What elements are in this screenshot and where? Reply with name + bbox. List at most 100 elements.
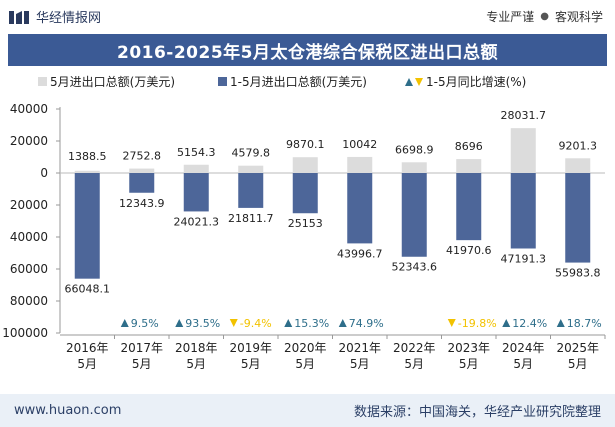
- bar-month: [401, 162, 427, 173]
- bar-cumulative: [401, 173, 427, 257]
- x-tick-label: 2020年: [284, 341, 327, 355]
- value-label-growth: 74.9%: [349, 317, 384, 330]
- y-tick-label: 20000: [10, 134, 48, 148]
- value-label-month: 1388.5: [68, 150, 107, 163]
- value-label-cumulative: 66048.1: [65, 283, 111, 296]
- tagline: 专业严谨 ● 客观科学: [486, 8, 603, 25]
- bar-cumulative: [456, 173, 482, 241]
- footer-source: 数据来源：中国海关，华经产业研究院整理: [353, 405, 601, 420]
- x-tick-label: 2024年: [502, 341, 545, 355]
- bar-logo-icon: [9, 10, 29, 24]
- value-label-growth: -9.4%: [240, 317, 272, 330]
- x-tick-label: 5月: [404, 357, 424, 371]
- growth-up-icon: [120, 319, 129, 327]
- bar-cumulative: [74, 173, 100, 279]
- bar-cumulative: [183, 173, 209, 212]
- x-tick-label: 5月: [350, 357, 370, 371]
- tag-left: 专业严谨: [486, 10, 535, 24]
- bar-month: [347, 156, 373, 173]
- growth-up-icon: [284, 319, 293, 327]
- legend-label-cumulative: 1-5月进出口总额(万美元): [230, 75, 367, 89]
- value-label-month: 8696: [455, 140, 483, 153]
- x-tick-label: 5月: [241, 357, 261, 371]
- y-tick-label: 20000: [10, 198, 48, 212]
- value-label-month: 28031.7: [501, 109, 547, 122]
- brand: 华经情报网: [8, 7, 101, 26]
- bar-month: [292, 157, 318, 173]
- bar-month: [456, 159, 482, 173]
- value-label-month: 9870.1: [286, 138, 325, 151]
- x-tick-label: 2022年: [393, 341, 436, 355]
- value-label-growth: -19.8%: [458, 317, 497, 330]
- brand-name: 华经情报网: [36, 11, 102, 26]
- growth-up-icon: [338, 319, 347, 327]
- legend-label-growth: 1-5月同比增速(%): [426, 75, 526, 89]
- value-label-cumulative: 43996.7: [337, 247, 383, 260]
- bar-cumulative: [347, 173, 373, 244]
- x-tick-label: 5月: [295, 357, 315, 371]
- x-tick-label: 5月: [77, 357, 97, 371]
- legend-swatch-month: [38, 77, 47, 86]
- growth-up-icon: [502, 319, 511, 327]
- x-tick-label: 2017年: [120, 341, 163, 355]
- bar-cumulative: [129, 173, 155, 193]
- x-tick-label: 5月: [513, 357, 533, 371]
- bar-month: [565, 158, 591, 173]
- value-label-cumulative: 24021.3: [174, 215, 220, 228]
- value-label-cumulative: 52343.6: [392, 261, 438, 274]
- value-label-cumulative: 12343.9: [119, 197, 165, 210]
- bar-cumulative: [510, 173, 536, 249]
- value-label-growth: 18.7%: [567, 317, 602, 330]
- y-tick-label: 100000: [2, 326, 48, 340]
- y-tick-label: 0: [40, 166, 48, 180]
- y-tick-label: 40000: [10, 102, 48, 116]
- legend-label-month: 5月进出口总额(万美元): [50, 75, 175, 89]
- value-label-month: 5154.3: [177, 146, 216, 159]
- tag-right: 客观科学: [554, 10, 603, 24]
- growth-up-icon: [175, 319, 184, 327]
- value-label-cumulative: 55983.8: [555, 267, 601, 280]
- x-tick-label: 2023年: [447, 341, 490, 355]
- x-tick-label: 2025年: [556, 341, 599, 355]
- legend-swatch-cumulative: [218, 77, 227, 86]
- x-tick-label: 5月: [459, 357, 479, 371]
- value-label-month: 2752.8: [123, 150, 162, 163]
- value-label-month: 4579.8: [232, 147, 271, 160]
- value-label-month: 10042: [342, 138, 377, 151]
- bar-month: [129, 168, 155, 173]
- value-label-cumulative: 41970.6: [446, 244, 492, 257]
- legend-triangle-down: [415, 78, 423, 86]
- footer: www.huaon.com 数据来源：中国海关，华经产业研究院整理: [0, 394, 615, 427]
- value-label-month: 9201.3: [559, 139, 598, 152]
- bar-month: [74, 170, 100, 173]
- value-label-growth: 9.5%: [131, 317, 159, 330]
- x-tick-label: 5月: [186, 357, 206, 371]
- y-tick-label: 40000: [10, 230, 48, 244]
- value-label-cumulative: 21811.7: [228, 212, 274, 225]
- chart-title: 2016-2025年5月太仓港综合保税区进出口总额: [8, 34, 607, 66]
- value-label-growth: 93.5%: [185, 317, 220, 330]
- y-tick-label: 80000: [10, 294, 48, 308]
- bar-month: [238, 165, 264, 173]
- value-label-cumulative: 47191.3: [501, 253, 547, 266]
- value-label-month: 6698.9: [395, 143, 434, 156]
- bar-month: [183, 164, 209, 173]
- x-tick-label: 2016年: [66, 341, 109, 355]
- bar-month: [510, 128, 536, 173]
- x-tick-label: 2021年: [338, 341, 381, 355]
- x-tick-label: 2019年: [229, 341, 272, 355]
- bar-cumulative: [292, 173, 318, 214]
- footer-website: www.huaon.com: [14, 403, 122, 418]
- x-tick-label: 5月: [568, 357, 588, 371]
- growth-down-icon: [447, 319, 456, 327]
- growth-up-icon: [556, 319, 565, 327]
- top-bar: 华经情报网 专业严谨 ● 客观科学: [0, 0, 615, 33]
- chart-area: 5月进出口总额(万美元) 1-5月进出口总额(万美元) 1-5月同比增速(%) 400…: [2, 75, 606, 371]
- x-tick-label: 2018年: [175, 341, 218, 355]
- y-tick-label: 60000: [10, 262, 48, 276]
- value-label-growth: 15.3%: [294, 317, 329, 330]
- value-label-growth: 12.4%: [512, 317, 547, 330]
- bar-cumulative: [238, 173, 264, 208]
- value-label-cumulative: 25153: [288, 217, 323, 230]
- growth-down-icon: [229, 319, 238, 327]
